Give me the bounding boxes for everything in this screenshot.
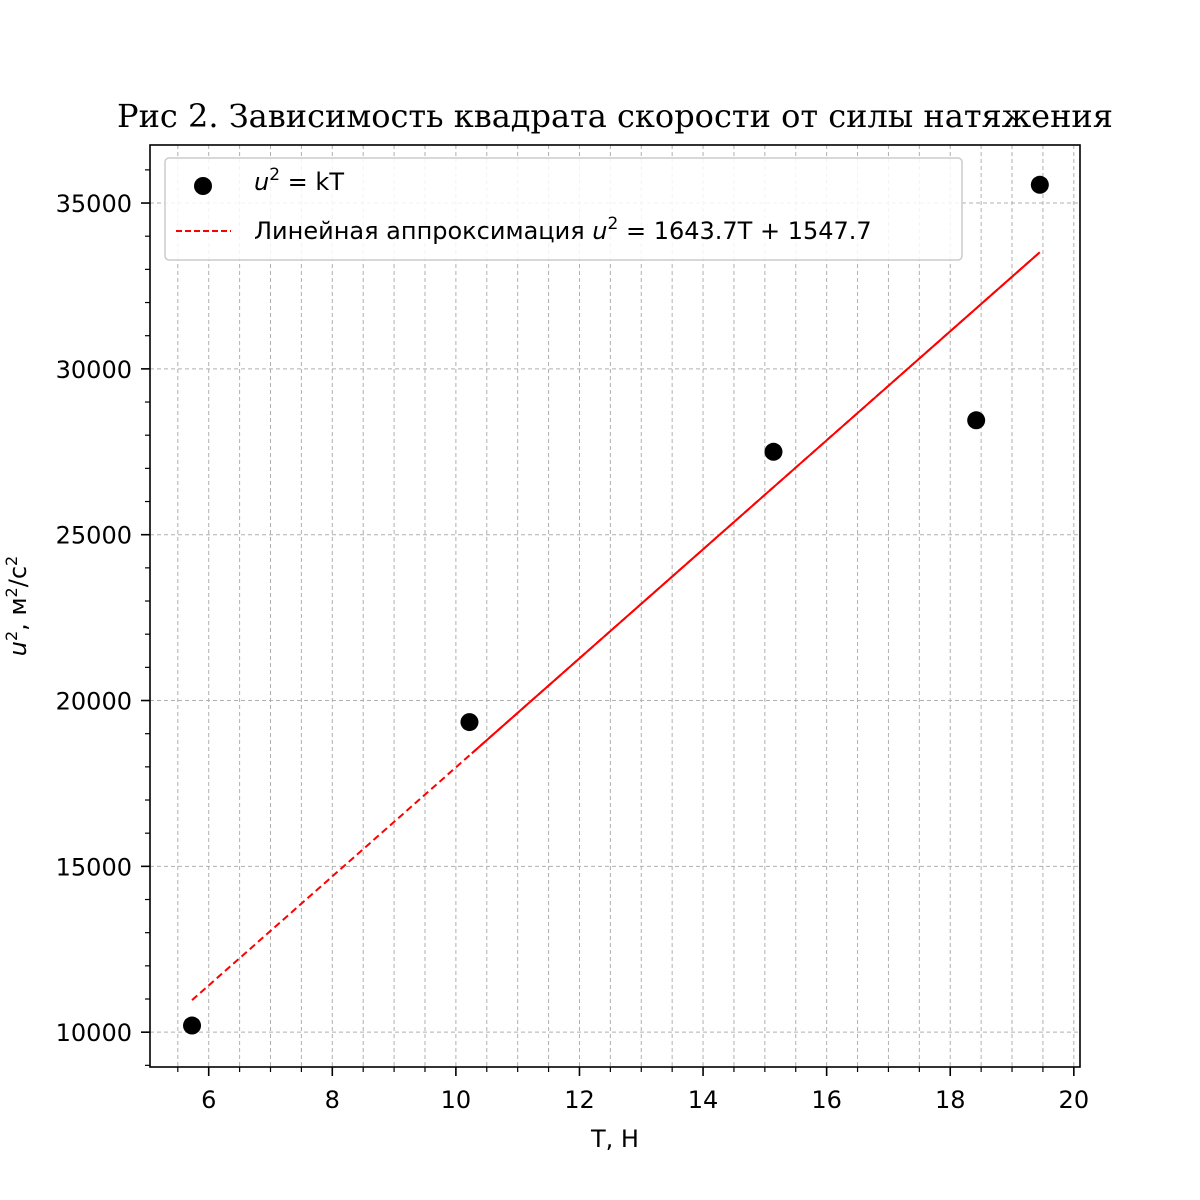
fit-line-segment: [471, 251, 1041, 755]
fit-line-layer: [191, 251, 1041, 1001]
y-tick-label: 35000: [56, 190, 132, 218]
y-axis-ticks: 10000 15000 20000 25000 30000 35000: [56, 169, 150, 1066]
y-tick-label: 20000: [56, 688, 132, 716]
x-tick-label: 10: [441, 1086, 472, 1114]
y-tick-label: 15000: [56, 853, 132, 881]
scatter-points-layer: [183, 175, 1049, 1035]
scatter-point: [1030, 175, 1049, 194]
y-axis-label: u2, м2/с2: [2, 556, 32, 656]
y-tick-label: 25000: [56, 522, 132, 550]
scatter-point: [764, 442, 783, 461]
x-axis-ticks: 6 8 10 12 14 16 18 20: [177, 1067, 1090, 1114]
x-tick-label: 16: [811, 1086, 842, 1114]
plot-frame: [149, 144, 1081, 1068]
legend-marker-scatter: [194, 177, 212, 195]
legend-label-scatter: u2 = kT: [254, 165, 344, 196]
x-tick-label: 12: [564, 1086, 595, 1114]
chart-title: Рис 2. Зависимость квадрата скорости от …: [117, 97, 1113, 135]
x-tick-label: 8: [325, 1086, 340, 1114]
scatter-point: [460, 713, 479, 732]
y-tick-label: 30000: [56, 356, 132, 384]
x-axis-label: T, Н: [590, 1125, 639, 1153]
x-tick-label: 18: [935, 1086, 966, 1114]
scatter-point: [967, 411, 986, 430]
x-tick-label: 20: [1059, 1086, 1090, 1114]
x-tick-label: 6: [201, 1086, 216, 1114]
legend: u2 = kT Линейная аппроксимация u2 = 1643…: [164, 157, 963, 261]
x-tick-label: 14: [688, 1086, 719, 1114]
legend-label-line: Линейная аппроксимация u2 = 1643.7T + 15…: [254, 214, 872, 245]
legend-box: [164, 157, 963, 261]
y-tick-label: 10000: [56, 1019, 132, 1047]
scatter-point: [183, 1016, 202, 1035]
